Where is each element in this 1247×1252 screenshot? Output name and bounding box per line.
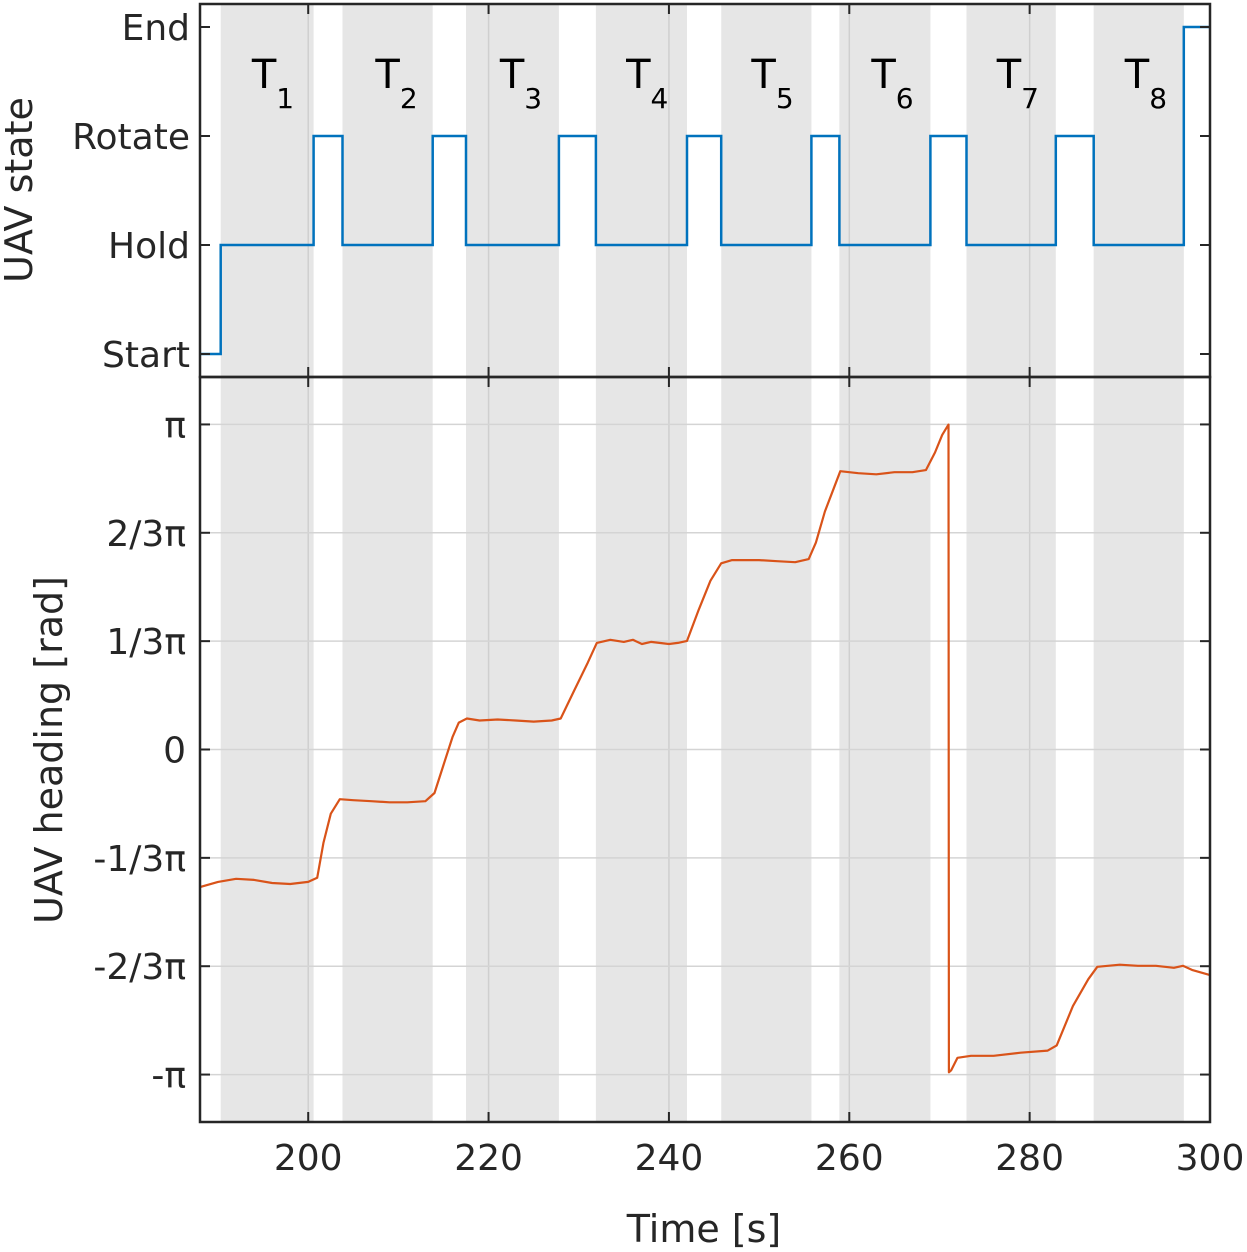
state-shade-2 (342, 4, 433, 377)
time-x-tick-labels: 200 220 240 260 280 300 (274, 1138, 1245, 1179)
state-shade-7 (966, 4, 1056, 377)
period-label-6: T6 (870, 52, 913, 115)
period-label-8: T8 (1124, 52, 1167, 115)
period-label-3: T3 (499, 52, 542, 115)
state-shade-5 (721, 4, 812, 377)
time-tick-label-220: 220 (454, 1138, 523, 1179)
tick-marks (200, 4, 1211, 1122)
heading-tick-label-5: 2/3π (106, 514, 186, 555)
state-axis-title: UAV state (0, 97, 41, 283)
period-label-1: T1 (251, 52, 294, 115)
time-tick-label-300: 300 (1176, 1138, 1245, 1179)
state-tick-label-start: Start (102, 335, 190, 376)
state-tick-label-hold: Hold (108, 226, 190, 267)
period-labels: T1 T2 T3 T4 T5 T6 T7 T8 (251, 52, 1167, 115)
state-shade-1 (220, 4, 314, 377)
state-shade-6 (839, 4, 931, 377)
top-shaded-regions (220, 4, 1184, 377)
period-label-5: T5 (750, 52, 793, 115)
state-series (200, 25, 1210, 356)
period-label-4: T4 (625, 52, 668, 115)
state-tick-label-end: End (122, 8, 190, 49)
time-tick-label-240: 240 (635, 1138, 704, 1179)
heading-line (199, 423, 1211, 1074)
heading-tick-label-0: -π (151, 1056, 186, 1097)
period-label-2: T2 (374, 52, 417, 115)
top-vertical-gridlines (307, 4, 1031, 377)
heading-tick-label-1: -2/3π (93, 947, 186, 988)
heading-series (199, 423, 1211, 1074)
heading-axis-title: UAV heading [rad] (27, 576, 71, 924)
time-tick-label-280: 280 (995, 1138, 1064, 1179)
heading-tick-label-3: 0 (163, 731, 186, 772)
state-shade-3 (466, 4, 559, 377)
time-axis-title: Time [s] (626, 1207, 782, 1251)
heading-tick-label-4: 1/3π (106, 622, 186, 663)
state-shade-8 (1093, 4, 1184, 377)
heading-tick-label-2: -1/3π (93, 839, 186, 880)
state-tick-label-rotate: Rotate (72, 117, 190, 158)
state-shade-4 (595, 4, 687, 377)
time-tick-label-200: 200 (274, 1138, 343, 1179)
time-tick-label-260: 260 (815, 1138, 884, 1179)
heading-tick-label-6: π (164, 405, 186, 446)
state-line (200, 25, 1210, 356)
state-tick-labels: Start Hold Rotate End (72, 8, 190, 376)
period-label-7: T7 (996, 52, 1039, 115)
heading-y-tick-labels: -π -2/3π -1/3π 0 1/3π 2/3π π (93, 405, 186, 1096)
bottom-gridlines (200, 377, 1210, 1122)
